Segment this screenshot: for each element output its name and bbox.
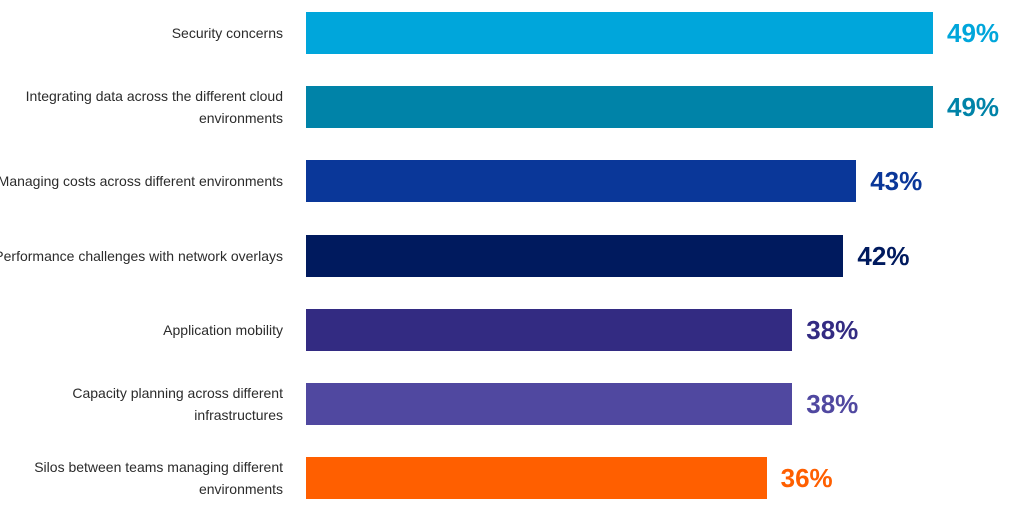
bar	[306, 383, 793, 425]
bar	[306, 160, 857, 203]
bar	[306, 308, 793, 351]
category-label: Integrating data across the different cl…	[25, 88, 283, 127]
bar-row: Integrating data across the different cl…	[0, 86, 1024, 129]
category-label: Application mobility	[163, 321, 283, 338]
bar-row: Security concerns 49%	[0, 12, 1024, 54]
bar	[306, 457, 767, 500]
bar-row: Capacity planning across different infra…	[0, 383, 1024, 425]
bar	[306, 86, 933, 129]
category-label: Silos between teams managing different e…	[34, 459, 283, 498]
bar-row: Performance challenges with network over…	[0, 234, 1024, 277]
category-label: Security concerns	[171, 25, 283, 41]
bar	[306, 12, 933, 54]
value-label: 43%	[870, 166, 923, 197]
bar-row: Application mobility 38%	[0, 308, 1024, 351]
value-label: 42%	[857, 240, 910, 271]
bar	[306, 234, 844, 277]
bar-row: Managing costs across different environm…	[0, 160, 1024, 203]
category-label: Performance challenges with network over…	[0, 247, 283, 264]
category-label: Capacity planning across different infra…	[72, 385, 283, 423]
value-label: 38%	[806, 314, 859, 345]
category-label: Managing costs across different environm…	[0, 173, 283, 190]
value-label: 49%	[947, 92, 1000, 123]
value-label: 49%	[947, 18, 1000, 48]
value-label: 36%	[780, 463, 833, 494]
value-label: 38%	[806, 389, 859, 419]
bar-row: Silos between teams managing different e…	[0, 457, 1024, 500]
